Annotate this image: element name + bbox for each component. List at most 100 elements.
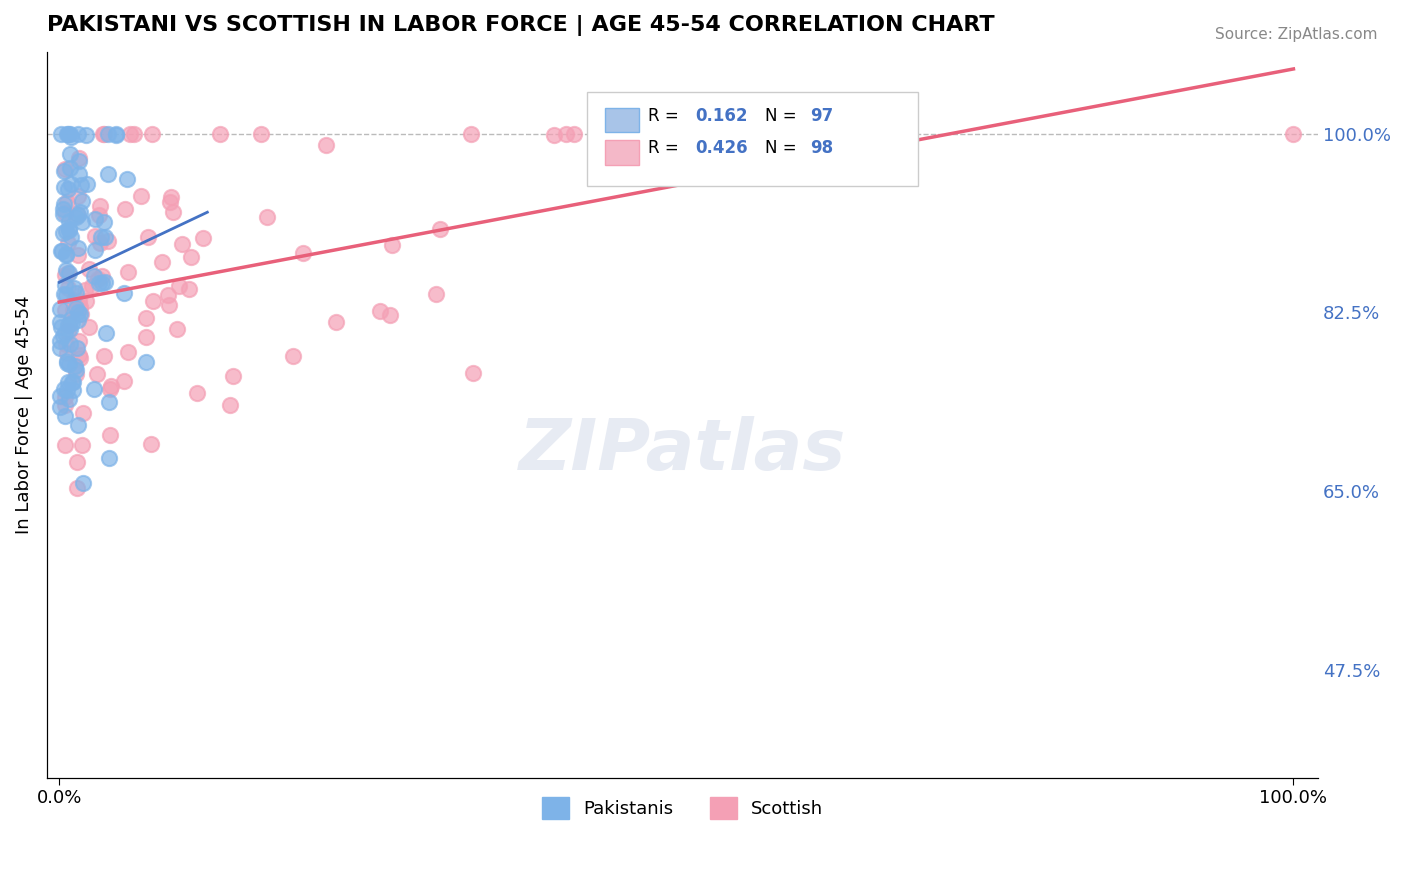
Point <box>69 348 91 362</box>
Point <box>67 248 90 262</box>
Point <box>152 254 174 268</box>
Point <box>77 261 100 276</box>
Point <box>67 313 90 327</box>
Point <box>98 383 121 397</box>
Point <box>55 398 77 412</box>
Point <box>97 127 120 141</box>
Point <box>100 379 122 393</box>
Point <box>66 481 89 495</box>
Point <box>93 127 115 141</box>
Point <box>75 128 97 143</box>
Point <box>52 382 75 396</box>
Text: PAKISTANI VS SCOTTISH IN LABOR FORCE | AGE 45-54 CORRELATION CHART: PAKISTANI VS SCOTTISH IN LABOR FORCE | A… <box>46 15 994 36</box>
Point <box>70 307 93 321</box>
Point <box>55 161 77 176</box>
Point <box>56 346 79 360</box>
Point <box>250 127 273 141</box>
Point <box>55 248 77 262</box>
Point <box>53 326 76 340</box>
Point <box>56 376 79 390</box>
Point <box>56 266 79 280</box>
Point <box>67 418 90 433</box>
Point <box>66 206 89 220</box>
Point <box>67 167 90 181</box>
Point <box>58 324 80 338</box>
Point <box>69 300 91 314</box>
Point <box>554 127 576 141</box>
Point <box>56 353 79 368</box>
Point <box>70 194 93 209</box>
Point <box>60 375 83 389</box>
FancyBboxPatch shape <box>605 140 640 165</box>
Point <box>49 316 72 330</box>
Point <box>52 180 75 194</box>
Point <box>429 222 451 236</box>
Point <box>89 208 111 222</box>
Point <box>67 334 90 348</box>
Text: 0.162: 0.162 <box>695 107 748 125</box>
Point <box>191 231 214 245</box>
Point <box>118 127 141 141</box>
Point <box>131 188 153 202</box>
Point <box>56 318 79 332</box>
Point <box>55 262 77 277</box>
Point <box>63 359 86 374</box>
Point <box>70 178 93 192</box>
Text: R =: R = <box>648 107 679 125</box>
Point <box>179 283 201 297</box>
Point <box>67 153 90 168</box>
Point <box>51 319 73 334</box>
Point <box>135 310 157 325</box>
Point <box>49 401 72 415</box>
Point <box>156 287 179 301</box>
Point <box>58 392 80 407</box>
Point <box>60 177 83 191</box>
Point <box>56 281 79 295</box>
Point <box>65 367 87 381</box>
Point <box>159 190 181 204</box>
Point <box>283 349 305 363</box>
Point <box>83 382 105 396</box>
Point <box>368 304 391 318</box>
Point <box>97 167 120 181</box>
Point <box>53 286 76 301</box>
Point <box>51 244 73 259</box>
Point <box>135 330 157 344</box>
Point <box>139 436 162 450</box>
Point <box>83 268 105 283</box>
Point <box>49 127 72 141</box>
Point <box>53 277 76 292</box>
Point <box>49 341 72 355</box>
Point <box>60 229 83 244</box>
Point <box>55 288 77 302</box>
Point <box>315 137 337 152</box>
Point <box>291 246 314 260</box>
Point <box>86 367 108 381</box>
Point <box>70 215 93 229</box>
Point <box>70 438 93 452</box>
Point <box>59 161 82 175</box>
Text: ZIPatlas: ZIPatlas <box>519 417 846 485</box>
Point <box>91 276 114 290</box>
Point <box>87 276 110 290</box>
Point <box>94 275 117 289</box>
Point <box>76 177 98 191</box>
Point <box>112 286 135 301</box>
Point <box>60 316 83 330</box>
Point <box>75 294 97 309</box>
Point <box>89 198 111 212</box>
Point <box>115 171 138 186</box>
Point <box>65 362 87 376</box>
Point <box>186 385 208 400</box>
Point <box>117 265 139 279</box>
Point <box>56 127 79 141</box>
Point <box>58 127 80 141</box>
Point <box>52 227 75 241</box>
Point <box>52 202 75 216</box>
Point <box>73 283 96 297</box>
Point <box>87 272 110 286</box>
Point <box>180 251 202 265</box>
Point <box>89 235 111 250</box>
Point <box>55 337 77 351</box>
Point <box>461 366 484 380</box>
